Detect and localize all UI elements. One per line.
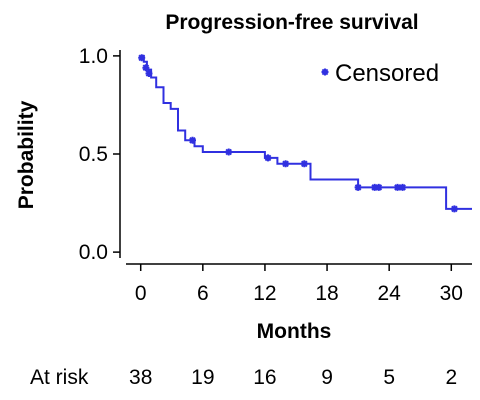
censor-point: [375, 183, 383, 191]
censor-point: [354, 183, 362, 191]
y-ticks: 0.0 0.5 1.0: [79, 45, 120, 264]
at-risk-count: 38: [129, 366, 152, 389]
censor-point-group: [282, 160, 290, 168]
censor-point: [300, 160, 308, 168]
y-tick-label: 0.5: [79, 143, 108, 166]
censor-point-group: [371, 183, 379, 191]
censor-point-group: [394, 183, 401, 191]
legend-label: Censored: [335, 60, 439, 87]
censor-point: [371, 183, 379, 191]
at-risk-count: 2: [445, 366, 457, 389]
at-risk-count: 19: [191, 366, 214, 389]
censor-point: [225, 148, 233, 156]
censor-point-group: [138, 54, 146, 62]
y-tick-label: 0.0: [79, 241, 108, 264]
at-risk-count: 5: [383, 366, 395, 389]
x-tick-label: 18: [315, 282, 338, 305]
censor-point: [145, 70, 153, 77]
censor-point: [282, 160, 290, 168]
censor-point-group: [354, 183, 362, 191]
censor-point: [142, 64, 150, 72]
censor-point-group: [450, 205, 458, 213]
x-tick-label: 0: [135, 282, 147, 305]
censor-point-group: [142, 64, 150, 72]
x-axis-title: Months: [257, 320, 332, 343]
censor-point-group: [189, 136, 196, 144]
plot-area: [138, 54, 472, 213]
legend-marker: [321, 68, 329, 76]
at-risk-count: 16: [253, 366, 276, 389]
x-tick-label: 6: [197, 282, 209, 305]
at-risk-row: 38 19 16 9 5 2: [129, 366, 457, 389]
censor-point: [450, 205, 458, 213]
censor-point: [138, 54, 146, 62]
at-risk-count: 9: [321, 366, 333, 389]
censor-point-group: [399, 183, 407, 191]
censor-point-group: [145, 70, 153, 77]
censor-point-group: [264, 154, 272, 162]
censor-point: [189, 136, 196, 144]
legend: Censored: [321, 60, 439, 87]
at-risk-label: At risk: [30, 366, 89, 389]
x-ticks: 0 6 12 18 24 30: [135, 264, 463, 305]
censor-point-group: [300, 160, 308, 168]
y-axis-title: Probability: [15, 100, 38, 209]
x-tick-label: 24: [377, 282, 401, 305]
censor-point: [394, 183, 401, 191]
censor-point-group: [225, 148, 233, 156]
censor-point-group: [375, 183, 383, 191]
x-tick-label: 30: [440, 282, 463, 305]
censor-marker-icon: [321, 68, 329, 76]
y-tick-label: 1.0: [79, 45, 108, 68]
censor-point: [399, 183, 407, 191]
chart-title: Progression-free survival: [165, 11, 418, 34]
censor-point: [264, 154, 272, 162]
x-tick-label: 12: [253, 282, 276, 305]
